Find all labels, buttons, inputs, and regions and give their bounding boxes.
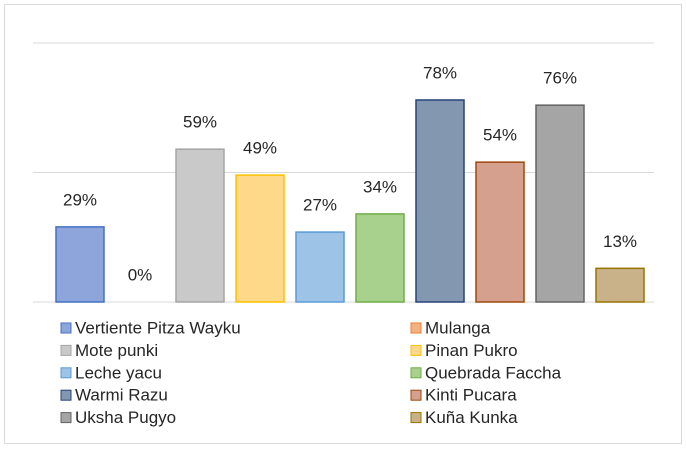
legend-label: Mote punki — [75, 341, 158, 360]
legend-swatch — [60, 389, 72, 401]
bar — [355, 213, 405, 303]
data-label: 13% — [603, 232, 637, 251]
legend-label: Warmi Razu — [75, 386, 168, 405]
legend-swatch — [60, 412, 72, 424]
data-label: 78% — [423, 63, 457, 82]
bar — [175, 148, 225, 303]
legend-swatch — [410, 344, 422, 356]
bar — [475, 161, 525, 303]
legend-swatch — [410, 367, 422, 379]
legend-label: Pinan Pukro — [425, 341, 518, 360]
data-label: 34% — [363, 177, 397, 196]
bar — [415, 99, 465, 303]
legend-label: Vertiente Pitza Wayku — [75, 318, 241, 337]
legend-label: Mulanga — [425, 318, 491, 337]
legend-swatch — [410, 389, 422, 401]
bar — [55, 226, 105, 303]
legend-label: Kuña Kunka — [425, 408, 518, 427]
data-label: 59% — [183, 113, 217, 132]
bar — [595, 267, 645, 303]
bar — [295, 231, 345, 303]
legend-label: Quebrada Faccha — [425, 363, 562, 382]
data-label: 0% — [128, 265, 153, 284]
legend-swatch — [60, 367, 72, 379]
legend-swatch — [60, 322, 72, 334]
data-label: 54% — [483, 126, 517, 145]
legend-label: Uksha Pugyo — [75, 408, 176, 427]
data-label: 29% — [63, 190, 97, 209]
legend-label: Leche yacu — [75, 363, 162, 382]
legend-label: Kinti Pucara — [425, 386, 517, 405]
data-label: 76% — [543, 69, 577, 88]
legend-swatch — [410, 412, 422, 424]
bar — [535, 104, 585, 303]
data-label: 27% — [303, 196, 337, 215]
data-label: 49% — [243, 139, 277, 158]
legend-swatch — [60, 344, 72, 356]
legend-swatch — [410, 322, 422, 334]
bar — [235, 174, 285, 303]
